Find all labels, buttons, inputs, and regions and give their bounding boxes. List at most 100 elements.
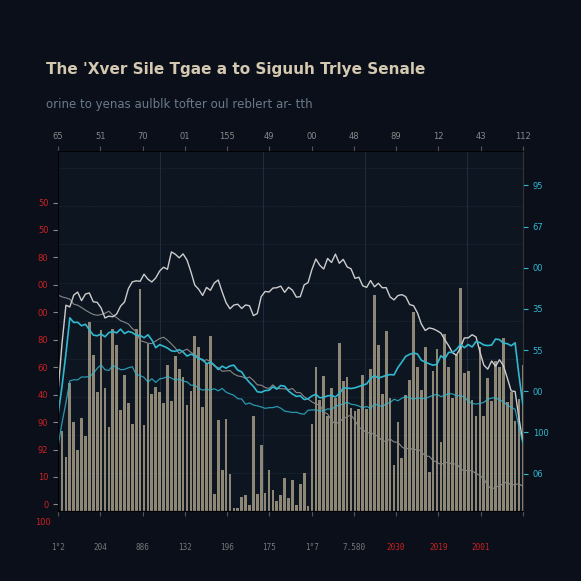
Bar <box>412 312 415 511</box>
Bar <box>330 388 333 511</box>
Text: The 'Xver Sile Tgae a to Siguuh Trlye Senale: The 'Xver Sile Tgae a to Siguuh Trlye Se… <box>46 62 426 77</box>
Bar <box>221 470 224 511</box>
Bar <box>162 403 165 511</box>
Text: 196: 196 <box>220 543 234 552</box>
Bar <box>463 374 465 511</box>
Bar <box>116 345 118 511</box>
Bar <box>475 416 478 511</box>
Bar <box>314 367 317 511</box>
Text: orine to yenas aulblk tofter oul reblert ar- tth: orine to yenas aulblk tofter oul reblert… <box>46 98 313 111</box>
Bar <box>186 404 188 511</box>
Bar <box>236 508 239 511</box>
Bar <box>264 493 267 511</box>
Text: 7.580: 7.580 <box>342 543 365 552</box>
Bar <box>486 378 489 511</box>
Bar <box>408 380 411 511</box>
Bar <box>103 388 106 511</box>
Bar <box>420 390 423 511</box>
Bar <box>80 418 83 511</box>
Bar <box>318 400 321 511</box>
Bar <box>213 494 216 511</box>
Bar <box>271 490 274 511</box>
Bar <box>225 419 227 511</box>
Bar <box>69 383 71 511</box>
Bar <box>205 363 208 511</box>
Bar <box>84 436 87 511</box>
Bar <box>518 399 521 511</box>
Bar <box>248 505 251 511</box>
Text: 886: 886 <box>136 543 149 552</box>
Bar <box>107 426 110 511</box>
Bar <box>174 356 177 511</box>
Bar <box>92 355 95 511</box>
Bar <box>451 398 454 511</box>
Bar <box>252 417 254 511</box>
Bar <box>303 473 306 511</box>
Text: 1°2: 1°2 <box>51 543 65 552</box>
Bar <box>201 407 204 511</box>
Bar <box>338 343 340 511</box>
Bar <box>244 496 247 511</box>
Bar <box>385 332 388 511</box>
Bar <box>393 465 395 511</box>
Bar <box>275 501 278 511</box>
Bar <box>502 338 505 511</box>
Text: 1°7: 1°7 <box>304 543 318 552</box>
Bar <box>361 375 364 511</box>
Bar <box>150 394 153 511</box>
Bar <box>299 484 302 511</box>
Text: 2001: 2001 <box>471 543 490 552</box>
Bar <box>73 422 75 511</box>
Bar <box>416 367 419 511</box>
Bar <box>397 422 399 511</box>
Bar <box>482 416 485 511</box>
Bar <box>76 450 79 511</box>
Bar <box>514 421 517 511</box>
Bar <box>155 388 157 511</box>
Text: 2030: 2030 <box>387 543 406 552</box>
Bar <box>506 402 508 511</box>
Bar <box>284 478 286 511</box>
Bar <box>166 365 169 511</box>
Bar <box>158 392 161 511</box>
Bar <box>436 349 438 511</box>
Bar <box>389 398 392 511</box>
Bar <box>443 334 446 511</box>
Bar <box>322 376 325 511</box>
Bar <box>307 506 310 511</box>
Bar <box>119 410 122 511</box>
Bar <box>291 480 294 511</box>
Bar <box>127 403 130 511</box>
Bar <box>182 377 184 511</box>
Bar <box>143 425 145 511</box>
Bar <box>170 401 173 511</box>
Bar <box>60 431 63 511</box>
Bar <box>494 361 497 511</box>
Bar <box>346 377 349 511</box>
Bar <box>279 496 282 511</box>
Bar <box>369 369 372 511</box>
Text: 132: 132 <box>178 543 192 552</box>
Bar <box>354 411 356 511</box>
Bar <box>439 442 442 511</box>
Bar <box>447 367 450 511</box>
Bar <box>455 355 458 511</box>
Bar <box>228 474 231 511</box>
Bar <box>311 424 313 511</box>
Bar <box>350 408 353 511</box>
Bar <box>256 494 259 511</box>
Bar <box>432 371 435 511</box>
Bar <box>357 409 360 511</box>
Bar <box>471 400 474 511</box>
Bar <box>327 416 329 511</box>
Bar <box>268 469 270 511</box>
Bar <box>400 458 403 511</box>
Text: 2019: 2019 <box>429 543 447 552</box>
Bar <box>209 336 212 511</box>
Bar <box>373 296 376 511</box>
Text: 204: 204 <box>94 543 107 552</box>
Bar <box>428 472 431 511</box>
Bar <box>135 329 138 511</box>
Text: 100: 100 <box>35 518 51 528</box>
Bar <box>404 396 407 511</box>
